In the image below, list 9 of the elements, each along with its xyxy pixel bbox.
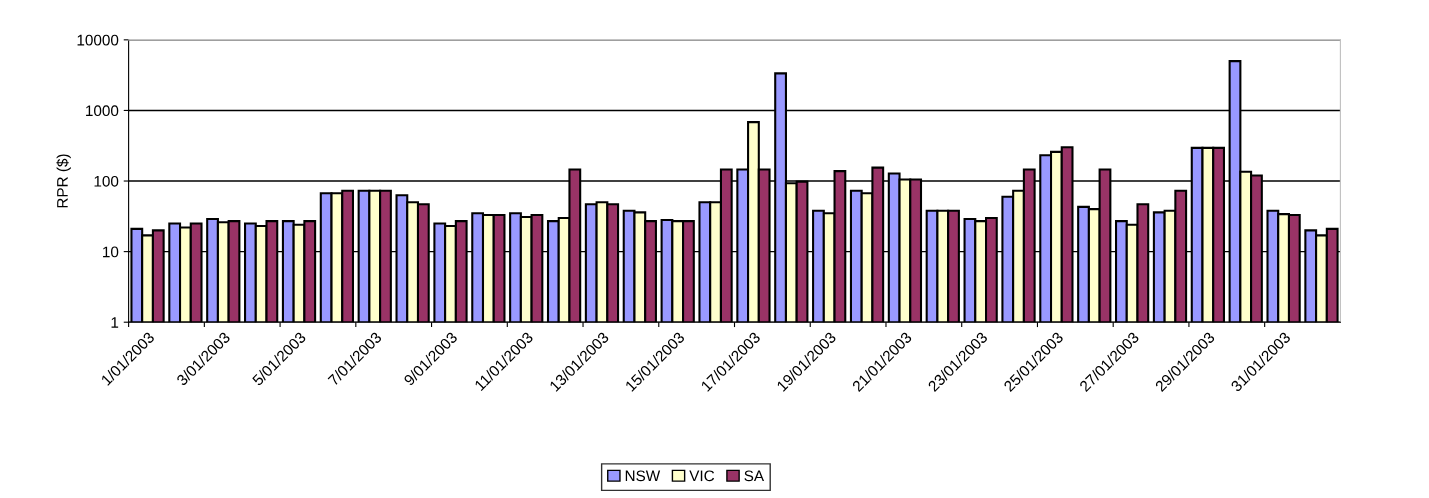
y-tick-label: 10 bbox=[103, 246, 119, 258]
y-tick-label: 1 bbox=[111, 317, 119, 328]
legend-label: NSW bbox=[625, 470, 661, 482]
y-tick-label: 10000 bbox=[77, 34, 119, 46]
legend-label: SA bbox=[744, 470, 765, 482]
y-tick-label: 1000 bbox=[86, 105, 119, 117]
legend-label: VIC bbox=[689, 470, 715, 482]
y-axis-title: RPR ($) bbox=[56, 154, 71, 208]
y-tick-label: 100 bbox=[94, 175, 119, 187]
